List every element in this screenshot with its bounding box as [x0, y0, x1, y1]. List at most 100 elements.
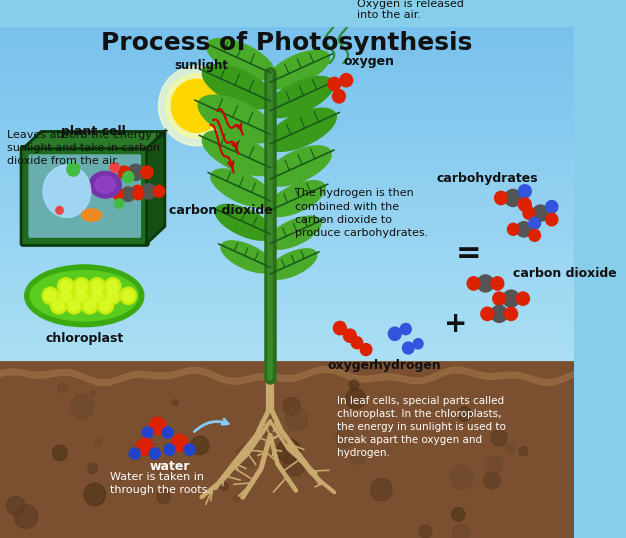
Circle shape: [400, 323, 411, 335]
Circle shape: [76, 290, 87, 301]
Ellipse shape: [267, 146, 331, 186]
Circle shape: [14, 505, 38, 528]
Circle shape: [56, 207, 63, 214]
Circle shape: [505, 189, 521, 207]
Circle shape: [518, 185, 531, 198]
Circle shape: [481, 307, 494, 321]
Circle shape: [336, 429, 354, 448]
Circle shape: [85, 300, 95, 311]
Circle shape: [120, 287, 136, 305]
Circle shape: [546, 201, 558, 213]
Circle shape: [100, 300, 111, 311]
Circle shape: [121, 187, 135, 201]
Text: sunlight: sunlight: [175, 59, 228, 72]
Circle shape: [533, 205, 548, 221]
Text: plant cell: plant cell: [61, 125, 126, 138]
Circle shape: [453, 524, 470, 538]
Circle shape: [141, 183, 156, 199]
Circle shape: [110, 163, 119, 172]
Circle shape: [118, 166, 130, 179]
Circle shape: [107, 281, 118, 292]
Circle shape: [351, 449, 365, 465]
Circle shape: [58, 278, 74, 295]
Circle shape: [150, 417, 166, 435]
Circle shape: [61, 281, 71, 292]
Circle shape: [487, 456, 503, 472]
Text: Process of Photosynthesis: Process of Photosynthesis: [101, 31, 473, 55]
Circle shape: [184, 444, 195, 455]
Circle shape: [50, 297, 67, 314]
Circle shape: [150, 448, 160, 459]
Circle shape: [516, 222, 531, 237]
Ellipse shape: [202, 131, 274, 175]
Circle shape: [73, 287, 90, 305]
Circle shape: [61, 290, 71, 301]
Circle shape: [58, 287, 74, 305]
Circle shape: [328, 77, 341, 90]
Circle shape: [233, 495, 240, 502]
Text: oxygen: oxygen: [344, 55, 394, 68]
Circle shape: [53, 445, 67, 461]
Circle shape: [529, 229, 540, 241]
Text: =: =: [456, 238, 482, 267]
Circle shape: [172, 79, 223, 132]
Circle shape: [518, 198, 531, 211]
Circle shape: [42, 287, 59, 305]
Text: The hydrogen is then
combined with the
carbon dioxide to
produce carbohydrates.: The hydrogen is then combined with the c…: [295, 188, 428, 238]
Ellipse shape: [267, 216, 321, 249]
Circle shape: [71, 395, 93, 419]
Circle shape: [285, 407, 308, 430]
Circle shape: [491, 277, 504, 290]
Text: carbon dioxide: carbon dioxide: [513, 267, 617, 280]
Circle shape: [450, 465, 473, 490]
Circle shape: [523, 207, 535, 220]
Text: Water is taken in
through the roots.: Water is taken in through the roots.: [110, 471, 211, 495]
Circle shape: [477, 275, 494, 292]
Circle shape: [89, 278, 105, 295]
Circle shape: [334, 321, 346, 335]
Circle shape: [105, 287, 121, 305]
Circle shape: [136, 438, 153, 455]
Circle shape: [123, 172, 134, 183]
Circle shape: [413, 339, 423, 349]
Polygon shape: [23, 131, 165, 148]
Polygon shape: [146, 131, 165, 244]
Ellipse shape: [221, 241, 273, 273]
Text: In leaf cells, special parts called
chloroplast. In the chloroplasts,
the energy: In leaf cells, special parts called chlo…: [337, 395, 506, 458]
Circle shape: [388, 327, 401, 341]
Circle shape: [89, 287, 105, 305]
Circle shape: [95, 439, 101, 445]
Circle shape: [97, 297, 113, 314]
Circle shape: [529, 217, 540, 229]
Circle shape: [516, 292, 530, 305]
Circle shape: [360, 344, 372, 356]
Text: Oxygen is released
into the air.: Oxygen is released into the air.: [357, 0, 464, 20]
Circle shape: [493, 292, 506, 305]
Ellipse shape: [211, 169, 274, 207]
Circle shape: [340, 74, 352, 87]
Circle shape: [236, 444, 257, 466]
Circle shape: [495, 192, 508, 204]
Circle shape: [156, 490, 170, 504]
Circle shape: [519, 447, 528, 456]
Circle shape: [403, 342, 414, 354]
Circle shape: [546, 213, 558, 226]
Circle shape: [346, 388, 366, 409]
Circle shape: [457, 407, 471, 421]
Circle shape: [141, 166, 153, 179]
Circle shape: [284, 453, 305, 476]
Circle shape: [84, 483, 106, 506]
Circle shape: [133, 188, 144, 200]
Circle shape: [505, 307, 518, 321]
Circle shape: [349, 380, 359, 390]
Circle shape: [277, 438, 300, 463]
Circle shape: [508, 223, 519, 235]
Circle shape: [58, 383, 68, 393]
Text: hydrogen: hydrogen: [374, 359, 441, 372]
Circle shape: [172, 435, 188, 451]
Ellipse shape: [266, 108, 336, 151]
Circle shape: [191, 436, 209, 455]
Circle shape: [73, 278, 90, 295]
Circle shape: [76, 281, 87, 292]
Circle shape: [91, 281, 103, 292]
